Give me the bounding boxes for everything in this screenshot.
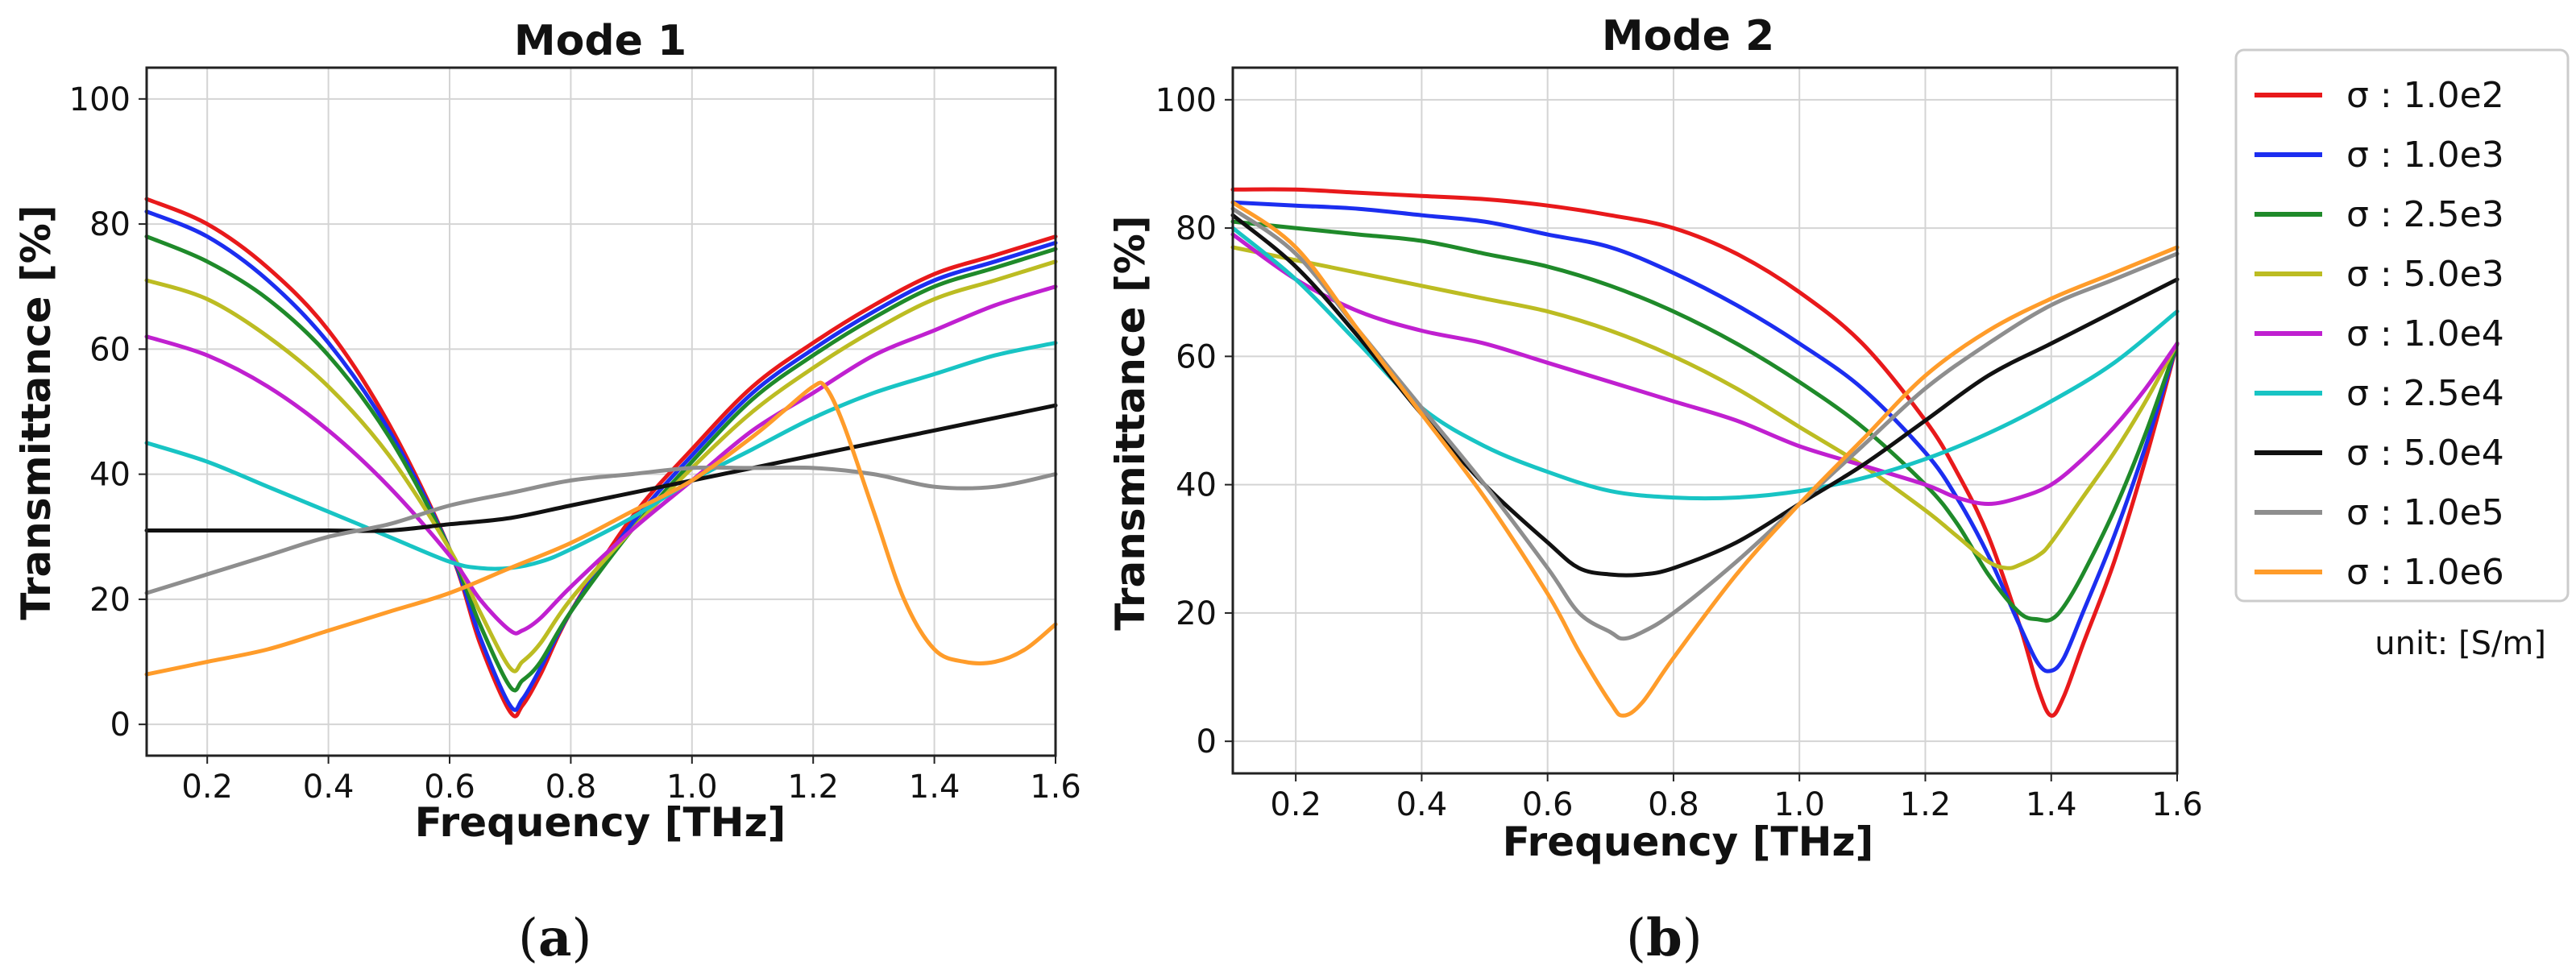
series-line-a-0 bbox=[144, 197, 1058, 719]
legend-label-2: σ : 2.5e3 bbox=[2346, 194, 2504, 235]
panel-label-b: (b) bbox=[1626, 908, 1703, 968]
series-line-a-1 bbox=[144, 209, 1058, 712]
x-axis-label-b: Frequency [THz] bbox=[1503, 818, 1874, 865]
legend-label-1: σ : 1.0e3 bbox=[2346, 135, 2504, 176]
y-tick-label-a-0: 0 bbox=[110, 707, 131, 744]
x-tick-label-b-0: 0.2 bbox=[1270, 786, 1321, 823]
series-line-a-3 bbox=[144, 259, 1058, 673]
legend-label-3: σ : 5.0e3 bbox=[2346, 254, 2504, 295]
series-line-a-4 bbox=[144, 284, 1058, 636]
x-tick-label-a-3: 0.8 bbox=[545, 769, 597, 806]
chart-panel-b: Mode 2 0.2 0.4 0.6 0.8 1.0 1.2 1.4 1.6 0 20 40 60 80… bbox=[1107, 12, 2203, 968]
panel-letter-a: a bbox=[538, 908, 571, 968]
x-tick-label-a-5: 1.2 bbox=[787, 769, 839, 806]
x-tick-label-b-2: 0.6 bbox=[1522, 786, 1574, 823]
legend-box bbox=[2234, 48, 2570, 603]
panel-letter-b: b bbox=[1646, 908, 1682, 968]
y-tick-label-b-2: 40 bbox=[1176, 467, 1217, 504]
y-tick-label-b-1: 20 bbox=[1176, 595, 1217, 632]
x-tick-label-b-7: 1.6 bbox=[2151, 786, 2203, 823]
series-line-b-8 bbox=[1230, 200, 2180, 718]
y-axis-label-b: Transmittance [%] bbox=[1107, 215, 1154, 631]
y-tick-label-a-1: 20 bbox=[89, 582, 131, 619]
series-line-b-4 bbox=[1230, 232, 2180, 506]
legend: σ : 1.0e2 σ : 1.0e3 σ : 2.5e3 σ : 5.0e3 σ : … bbox=[2234, 48, 2570, 662]
y-tick-label-a-4: 80 bbox=[89, 206, 131, 243]
plot-frame-b bbox=[1231, 66, 2179, 775]
y-tick-label-a-2: 40 bbox=[89, 457, 131, 494]
y-axis-label-a: Transmittance [%] bbox=[13, 205, 60, 620]
y-tick-label-b-3: 60 bbox=[1176, 338, 1217, 375]
chart-title-a: Mode 1 bbox=[514, 17, 687, 65]
y-tick-label-b-4: 80 bbox=[1176, 210, 1217, 247]
y-tick-label-b-0: 0 bbox=[1197, 723, 1217, 760]
series-line-a-7 bbox=[144, 465, 1058, 595]
x-axis-label-a: Frequency [THz] bbox=[415, 799, 786, 846]
legend-label-8: σ : 1.0e6 bbox=[2346, 552, 2504, 593]
x-tick-label-b-4: 1.0 bbox=[1773, 786, 1825, 823]
chart-title-b: Mode 2 bbox=[1602, 12, 1774, 60]
panel-label-a: (a) bbox=[518, 908, 591, 968]
x-tick-label-a-4: 1.0 bbox=[666, 769, 718, 806]
series-line-b-0 bbox=[1230, 187, 2180, 718]
series-line-a-5 bbox=[144, 341, 1058, 571]
legend-label-5: σ : 2.5e4 bbox=[2346, 373, 2504, 414]
x-tick-label-a-7: 1.6 bbox=[1030, 769, 1081, 806]
y-tick-label-b-5: 100 bbox=[1155, 82, 1217, 119]
x-tick-label-a-1: 0.4 bbox=[303, 769, 355, 806]
legend-label-4: σ : 1.0e4 bbox=[2346, 313, 2504, 354]
plot-frame-a bbox=[145, 66, 1057, 757]
x-tick-label-a-2: 0.6 bbox=[424, 769, 475, 806]
series-line-a-6 bbox=[144, 403, 1058, 533]
legend-label-0: σ : 1.0e2 bbox=[2346, 75, 2504, 116]
series-line-b-1 bbox=[1230, 200, 2180, 673]
series-line-b-5 bbox=[1230, 226, 2180, 501]
y-tick-label-a-3: 60 bbox=[89, 331, 131, 368]
series-line-a-8 bbox=[144, 380, 1058, 677]
series-line-b-7 bbox=[1230, 206, 2180, 641]
legend-unit: unit: [S/m] bbox=[2375, 625, 2546, 662]
x-tick-label-b-5: 1.2 bbox=[1900, 786, 1952, 823]
x-tick-label-b-3: 0.8 bbox=[1648, 786, 1699, 823]
series-line-b-2 bbox=[1230, 219, 2180, 623]
chart-panel-a: Mode 1 0.2 0.4 0.6 0.8 1.0 1.2 1.4 1.6 0 20 40 60 80… bbox=[13, 17, 1081, 968]
legend-label-6: σ : 5.0e4 bbox=[2346, 433, 2504, 474]
series-line-a-2 bbox=[144, 234, 1058, 693]
x-tick-label-a-6: 1.4 bbox=[909, 769, 960, 806]
x-tick-label-a-0: 0.2 bbox=[181, 769, 233, 806]
legend-label-7: σ : 1.0e5 bbox=[2346, 492, 2504, 533]
series-line-b-6 bbox=[1230, 213, 2180, 578]
y-tick-label-a-5: 100 bbox=[69, 81, 131, 118]
x-tick-label-b-6: 1.4 bbox=[2026, 786, 2077, 823]
x-tick-label-b-1: 0.4 bbox=[1396, 786, 1448, 823]
